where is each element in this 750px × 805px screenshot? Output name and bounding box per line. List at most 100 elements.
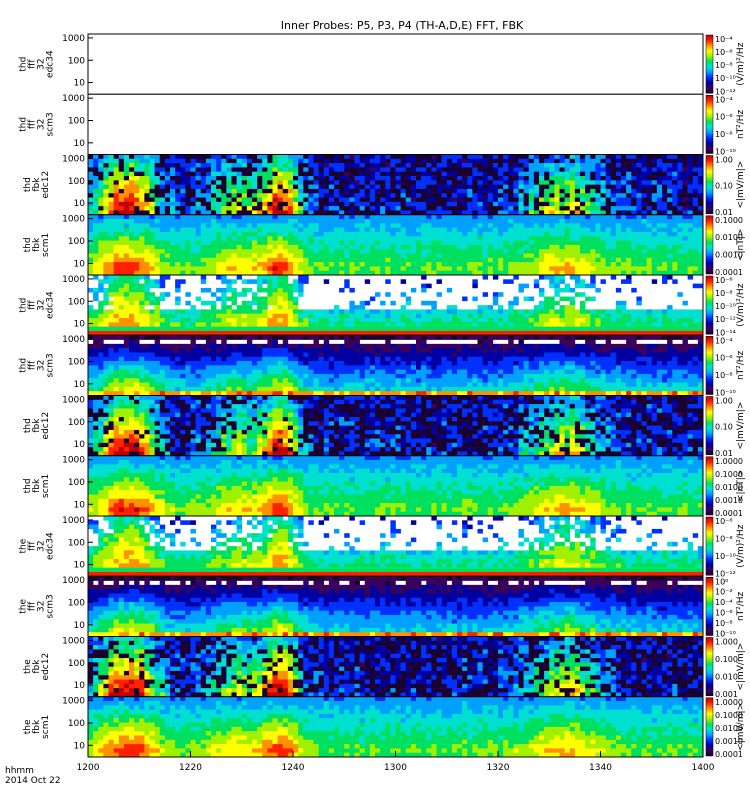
spectrogram-cell <box>616 215 621 220</box>
spectrogram-cell <box>160 172 165 177</box>
spectrogram-cell <box>98 258 103 263</box>
spectrogram-cell <box>636 189 641 194</box>
spectrogram-cell <box>211 352 216 357</box>
spectrogram-cell <box>631 322 636 327</box>
spectrogram-cell <box>570 301 575 306</box>
spectrogram-cell <box>201 163 206 168</box>
spectrogram-cell <box>216 180 221 185</box>
spectrogram-cell <box>226 318 231 323</box>
spectrogram-cell <box>98 241 103 246</box>
spectrogram-cell <box>308 245 313 250</box>
spectrogram-cell <box>308 193 313 198</box>
spectrogram-cell <box>688 314 693 319</box>
spectrogram-cell <box>206 155 211 160</box>
spectrogram-cell <box>293 202 298 207</box>
spectrogram-cell <box>165 318 170 323</box>
spectrogram-cell <box>601 249 606 254</box>
spectrogram-cell <box>88 344 93 349</box>
spectrogram-cell <box>642 262 647 267</box>
spectrogram-cell <box>442 202 447 207</box>
spectrogram-cell <box>606 309 611 314</box>
spectrogram-cell <box>513 258 518 263</box>
spectrogram-cell <box>349 202 354 207</box>
spectrogram-cell <box>642 185 647 190</box>
spectrogram-cell <box>283 284 288 289</box>
spectrogram-cell <box>513 241 518 246</box>
spectrogram-cell <box>242 176 247 181</box>
spectrogram-cell <box>560 297 565 302</box>
spectrogram-cell <box>539 172 544 177</box>
spectrogram-cell <box>344 167 349 172</box>
spectrogram-cell <box>513 301 518 306</box>
spectrogram-cell <box>631 249 636 254</box>
spectrogram-cell <box>278 292 283 297</box>
spectrogram-cell <box>431 202 436 207</box>
spectrogram-cell <box>683 258 688 263</box>
spectrogram-cell <box>380 327 385 332</box>
spectrogram-cell <box>611 155 616 160</box>
spectrogram-cell <box>201 258 206 263</box>
spectrogram-cell <box>390 202 395 207</box>
spectrogram-cell <box>360 198 365 203</box>
spectrogram-cell <box>303 223 308 228</box>
spectrogram-cell <box>134 185 139 190</box>
spectrogram-cell <box>539 228 544 233</box>
spectrogram-cell <box>524 245 529 250</box>
spectrogram-cell <box>150 176 155 181</box>
spectrogram-cell <box>155 223 160 228</box>
spectrogram-cell <box>109 374 114 379</box>
spectrogram-cell <box>344 206 349 211</box>
spectrogram-cell <box>683 159 688 164</box>
spectrogram-cell <box>185 249 190 254</box>
spectrogram-cell <box>683 163 688 168</box>
spectrogram-cell <box>232 176 237 181</box>
spectrogram-cell <box>119 279 124 284</box>
spectrogram-cell <box>667 314 672 319</box>
spectrogram-cell <box>283 297 288 302</box>
spectrogram-cell <box>114 167 119 172</box>
spectrogram-cell <box>129 309 134 314</box>
spectrogram-cell <box>175 348 180 353</box>
spectrogram-cell <box>211 314 216 319</box>
spectrogram-cell <box>426 159 431 164</box>
spectrogram-cell <box>698 327 703 332</box>
spectrogram-cell <box>180 245 185 250</box>
spectrogram-cell <box>534 327 539 332</box>
spectrogram-cell <box>416 245 421 250</box>
spectrogram-cell <box>483 249 488 254</box>
spectrogram-cell <box>652 163 657 168</box>
spectrogram-cell <box>252 309 257 314</box>
spectrogram-cell <box>693 189 698 194</box>
spectrogram-cell <box>672 249 677 254</box>
spectrogram-cell <box>483 198 488 203</box>
spectrogram-cell <box>370 262 375 267</box>
spectrogram-cell <box>103 275 108 280</box>
spectrogram-cell <box>175 185 180 190</box>
spectrogram-cell <box>616 318 621 323</box>
spectrogram-cell <box>165 378 170 383</box>
spectrogram-cell <box>442 172 447 177</box>
spectrogram-cell <box>221 266 226 271</box>
spectrogram-cell <box>513 249 518 254</box>
spectrogram-cell <box>252 206 257 211</box>
spectrogram-cell <box>355 163 360 168</box>
spectrogram-cell <box>150 357 155 362</box>
spectrogram-cell <box>303 202 308 207</box>
spectrogram-cell <box>155 352 160 357</box>
spectrogram-cell <box>626 236 631 241</box>
spectrogram-cell <box>421 249 426 254</box>
spectrogram-cell <box>467 215 472 220</box>
spectrogram-cell <box>144 258 149 263</box>
spectrogram-cell <box>534 159 539 164</box>
spectrogram-cell <box>698 176 703 181</box>
spectrogram-cell <box>278 189 283 194</box>
spectrogram-cell <box>334 262 339 267</box>
panel-label-line: scm3 <box>46 112 56 136</box>
spectrogram-cell <box>339 159 344 164</box>
spectrogram-cell <box>185 335 190 340</box>
spectrogram-cell <box>216 155 221 160</box>
spectrogram-cell <box>636 228 641 233</box>
spectrogram-cell <box>396 189 401 194</box>
spectrogram-cell <box>406 228 411 233</box>
